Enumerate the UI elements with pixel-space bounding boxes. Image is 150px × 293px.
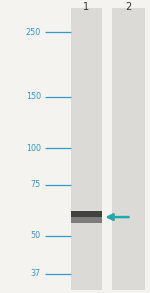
Text: 150: 150	[26, 92, 41, 101]
Text: 50: 50	[31, 231, 41, 240]
Bar	[70, 211, 102, 217]
Bar	[70, 217, 102, 223]
Text: 75: 75	[31, 180, 41, 189]
Text: 1: 1	[83, 2, 89, 12]
Text: 100: 100	[26, 144, 41, 153]
Text: 250: 250	[26, 28, 41, 37]
Text: 2: 2	[125, 2, 132, 12]
Text: 37: 37	[31, 270, 41, 278]
Bar	[112, 8, 145, 290]
Bar	[70, 8, 102, 290]
